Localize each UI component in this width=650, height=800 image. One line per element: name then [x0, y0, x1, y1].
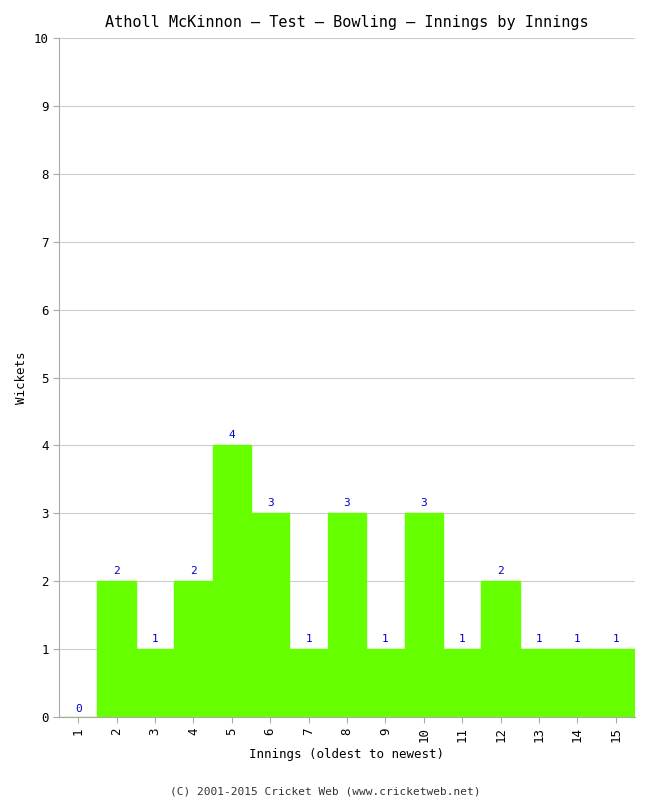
Bar [174, 582, 213, 717]
Text: 3: 3 [421, 498, 427, 508]
Bar [289, 649, 328, 717]
Text: 1: 1 [612, 634, 619, 644]
Text: 1: 1 [536, 634, 542, 644]
Bar [366, 649, 404, 717]
Text: 3: 3 [266, 498, 274, 508]
Title: Atholl McKinnon – Test – Bowling – Innings by Innings: Atholl McKinnon – Test – Bowling – Innin… [105, 15, 589, 30]
Text: 0: 0 [75, 704, 81, 714]
Text: 2: 2 [113, 566, 120, 576]
Bar [404, 514, 443, 717]
Text: 1: 1 [151, 634, 159, 644]
X-axis label: Innings (oldest to newest): Innings (oldest to newest) [250, 748, 445, 761]
Bar [520, 649, 558, 717]
Bar [443, 649, 482, 717]
Text: 2: 2 [497, 566, 504, 576]
Text: 1: 1 [306, 634, 312, 644]
Text: 1: 1 [459, 634, 465, 644]
Text: (C) 2001-2015 Cricket Web (www.cricketweb.net): (C) 2001-2015 Cricket Web (www.cricketwe… [170, 786, 480, 796]
Bar [251, 514, 289, 717]
Text: 1: 1 [382, 634, 389, 644]
Text: 2: 2 [190, 566, 197, 576]
Y-axis label: Wickets: Wickets [15, 351, 28, 404]
Text: 4: 4 [228, 430, 235, 440]
Bar [213, 446, 251, 717]
Bar [482, 582, 520, 717]
Bar [328, 514, 366, 717]
Bar [98, 582, 136, 717]
Bar [136, 649, 174, 717]
Bar [558, 649, 597, 717]
Text: 3: 3 [344, 498, 350, 508]
Text: 1: 1 [574, 634, 580, 644]
Bar [597, 649, 635, 717]
